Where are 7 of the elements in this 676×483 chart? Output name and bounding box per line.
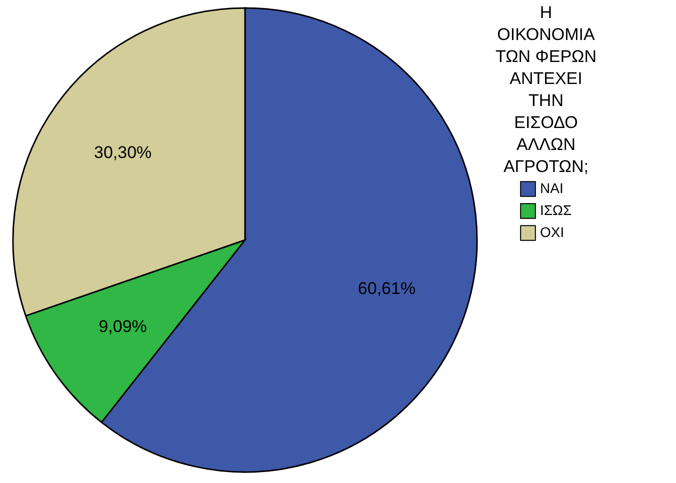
data-label: 30,30% <box>94 142 152 162</box>
legend-label: ΟΧΙ <box>540 224 564 240</box>
legend-label: ΝΑΙ <box>540 180 564 196</box>
data-label: 60,61% <box>358 279 416 298</box>
legend-label: ΙΣΩΣ <box>540 202 572 218</box>
data-label: 9,09% <box>98 316 147 336</box>
legend-title: Η ΟΙΚΟΝΟΜΙΑ ΤΩΝ ΦΕΡΩΝ ΑΝΤΕΧΕΙ ΤΗΝ ΕΙΣΟΔΟ ΑΛΛΩΝ ΑΓΡΟΤΩΝ; <box>495 3 597 176</box>
